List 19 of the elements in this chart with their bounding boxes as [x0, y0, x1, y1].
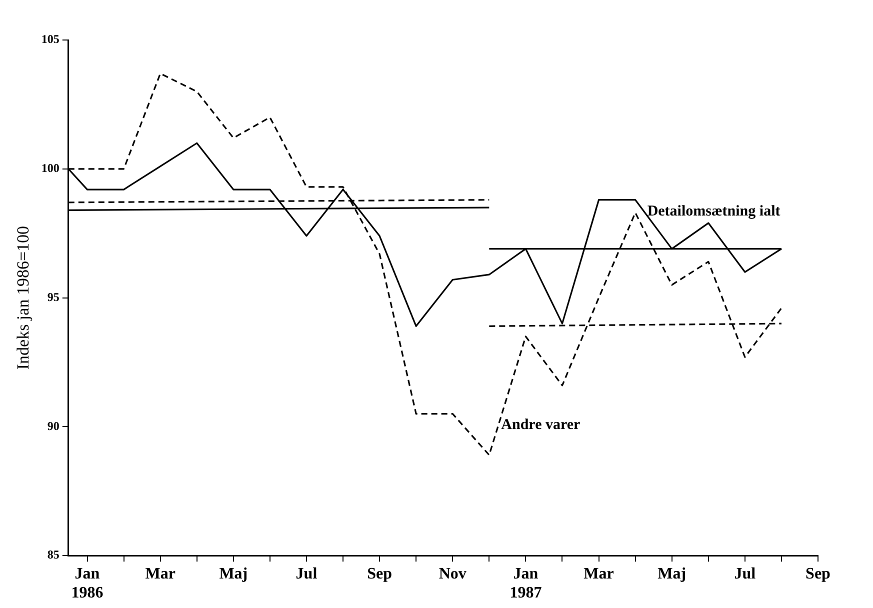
series-label: Andre varer	[501, 416, 581, 433]
x-tick-label: Jul	[734, 565, 756, 582]
x-tick-label: Jan 1987	[510, 565, 542, 602]
y-tick-label: 100	[41, 160, 60, 175]
x-tick-label: Sep	[367, 565, 392, 582]
x-tick-label: Mar	[145, 565, 176, 582]
series-label: Detailomsætning ialt	[647, 204, 780, 220]
y-axis-title: Indeks jan 1986=100	[14, 226, 33, 370]
y-tick-label: 95	[47, 290, 60, 304]
y-tick-label: 105	[41, 32, 60, 46]
y-tick-label: 85	[47, 548, 60, 562]
x-tick-label: Sep	[806, 565, 831, 582]
x-tick-label: Jul	[296, 565, 318, 582]
y-tick-label: 90	[47, 418, 60, 433]
x-tick-label: Jan 1986	[71, 565, 104, 602]
x-tick-label: Mar	[584, 565, 614, 582]
x-tick-label: Maj	[658, 565, 686, 582]
x-tick-label: Nov	[438, 565, 466, 582]
x-tick-label: Maj	[219, 565, 248, 582]
